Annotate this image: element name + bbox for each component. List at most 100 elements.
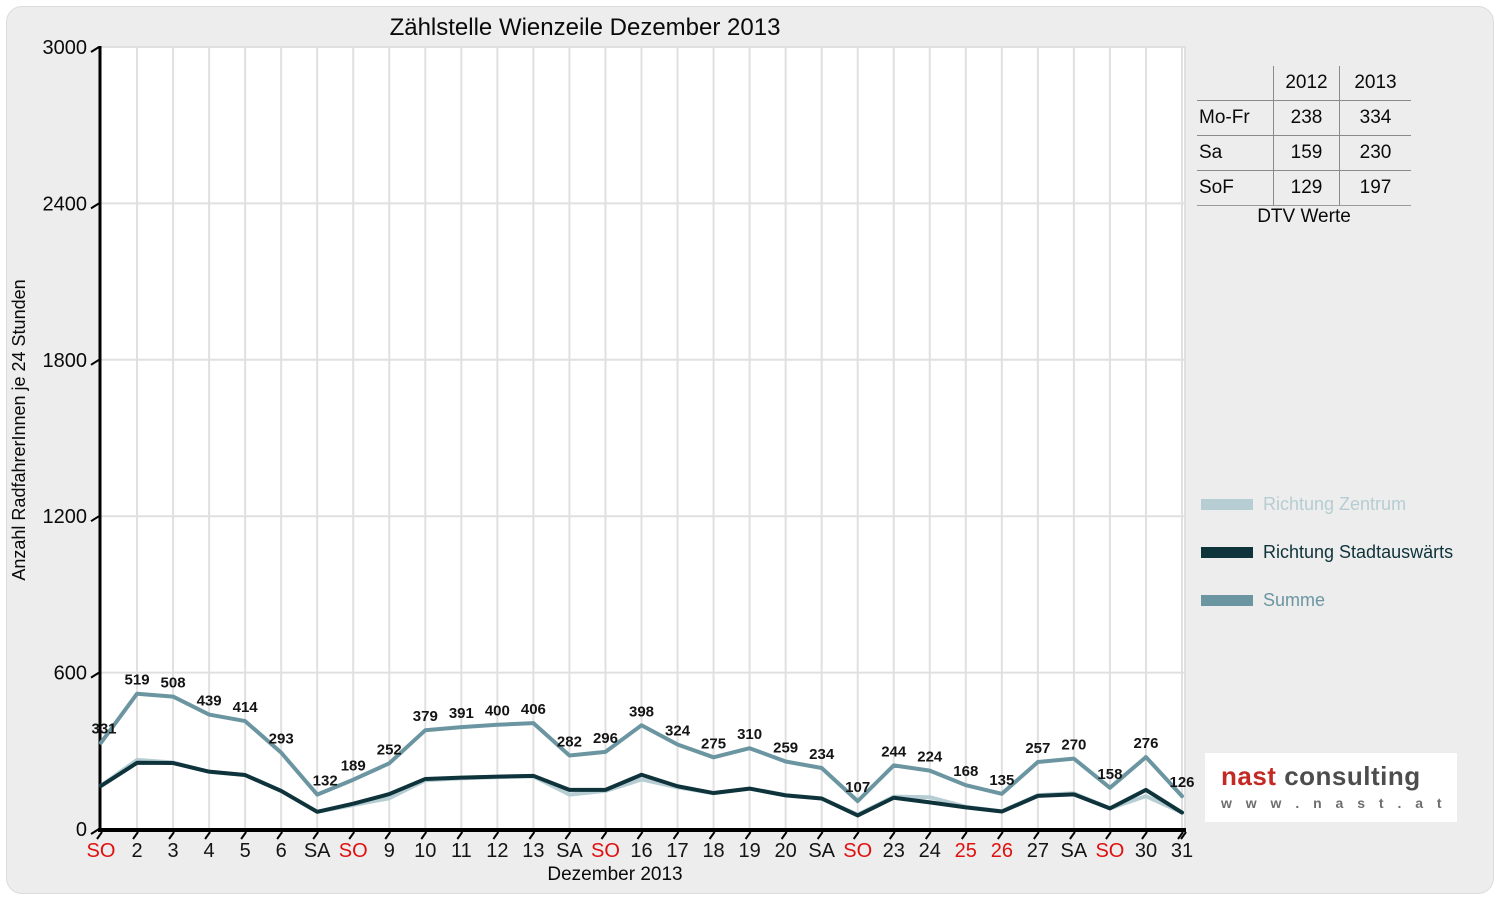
x-tick-label: 5 [240,840,251,862]
value-label: 107 [845,779,870,796]
x-tick-label: SO [87,840,116,862]
logo-rest-text: consulting [1276,761,1421,791]
value-label: 259 [773,739,798,756]
x-tick [204,831,211,840]
value-label: 270 [1061,737,1086,754]
x-tick [744,831,752,840]
dtv-cell: 159 [1273,135,1339,170]
y-tick-label: 1200 [43,506,88,528]
value-label: 276 [1133,735,1158,752]
y-tick-label: 1800 [43,350,88,372]
logo-wordmark: nast consulting [1221,761,1457,792]
x-tick [132,831,139,840]
dtv-cell: 197 [1339,170,1411,206]
x-tick-label: 27 [1027,840,1049,862]
legend-swatch-stadtauswaerts [1201,547,1253,558]
x-tick-label: 16 [630,840,652,862]
x-tick-label: 20 [775,840,797,862]
x-tick [924,831,932,840]
x-tick [997,831,1004,840]
value-label: 252 [377,741,402,758]
y-tick [90,828,100,835]
x-tick-label: SO [591,840,620,862]
x-tick-label: 24 [919,840,941,862]
y-tick [90,515,100,523]
value-label: 168 [953,763,978,780]
x-tick-label: 17 [666,840,688,862]
y-tick-label: 3000 [43,37,88,59]
x-tick-label: 10 [414,840,436,862]
legend-label: Richtung Stadtauswärts [1263,542,1454,562]
x-tick [492,831,500,840]
series-line-2 [99,691,1184,804]
value-label: 224 [917,749,943,766]
y-axis-title: Anzahl RadfahrerInnen je 24 Stunden [9,279,29,581]
legend-item-stadtauswaerts: Richtung Stadtauswärts [1201,542,1453,563]
y-tick [90,358,100,366]
x-tick-label: 9 [384,840,395,862]
x-tick [852,831,860,840]
x-tick-label: 2 [131,840,142,862]
x-tick-label: SA [556,840,583,862]
x-tick [564,831,572,840]
x-tick [1141,831,1148,840]
x-tick-label: SA [808,840,835,862]
x-tick [528,831,536,840]
dtv-col-header-2012: 2012 [1273,66,1339,100]
x-tick [600,831,608,840]
y-tick [90,46,100,53]
x-tick-label: SA [304,840,331,862]
value-label: 234 [809,746,835,763]
dtv-table-caption: DTV Werte [1257,206,1351,227]
series-line-1 [99,760,1184,818]
value-label: 398 [629,703,654,720]
x-axis-title: Dezember 2013 [547,864,683,885]
x-tick-label: SO [1095,840,1124,862]
x-tick-label: 30 [1135,840,1157,862]
x-tick-label: 4 [204,840,215,862]
x-tick-label: 13 [522,840,544,862]
x-tick [960,831,968,840]
x-tick-label: 3 [168,840,179,862]
x-tick-label: SA [1061,840,1088,862]
value-label: 282 [557,733,582,750]
x-tick [168,831,175,840]
x-tick [348,831,356,840]
y-tick-label: 600 [54,663,87,685]
value-label: 379 [413,708,438,725]
x-tick [1177,831,1184,840]
value-label: 275 [701,735,726,752]
x-tick [780,831,788,840]
x-tick [1105,831,1112,840]
value-label: 324 [665,723,691,740]
dtv-cell: 230 [1339,135,1411,170]
dtv-col-header-2013: 2013 [1339,66,1411,100]
legend-swatch-summe [1201,595,1253,606]
x-tick [708,831,716,840]
value-label: 406 [521,701,546,718]
value-label: 391 [449,705,474,722]
dtv-row-label: SoF [1197,170,1273,206]
value-label: 310 [737,726,762,743]
value-label: 135 [989,772,1014,789]
x-tick-label: SO [843,840,872,862]
value-label: 296 [593,730,618,747]
x-tick-label: 31 [1171,840,1193,862]
chart-title: Zählstelle Wienzeile Dezember 2013 [389,14,781,41]
x-tick [1069,831,1076,840]
value-label: 331 [91,721,116,738]
chart-legend: Richtung Zentrum Richtung Stadtauswärts … [1201,494,1453,611]
x-tick [672,831,680,840]
x-tick-label: 18 [702,840,724,862]
x-tick [888,831,896,840]
x-tick-label: 23 [883,840,905,862]
dtv-cell: 334 [1339,100,1411,135]
dtv-cell: 238 [1273,100,1339,135]
dtv-row-label: Sa [1197,135,1273,170]
value-label: 189 [341,758,366,775]
x-tick [420,831,428,840]
value-label: 400 [485,703,510,720]
value-label: 158 [1097,766,1122,783]
x-tick-label: SO [339,840,368,862]
